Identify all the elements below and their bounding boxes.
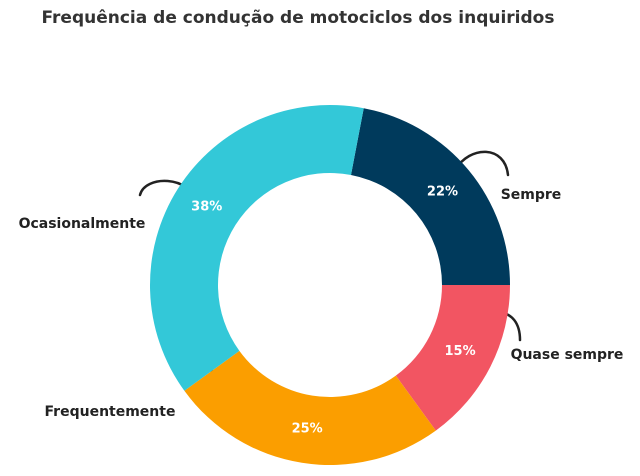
category-label: Sempre bbox=[501, 187, 562, 203]
donut-slice bbox=[184, 350, 436, 465]
donut-slice bbox=[395, 285, 510, 431]
value-label: 38% bbox=[191, 199, 222, 214]
chart-title: Frequência de condução de motociclos dos… bbox=[42, 8, 555, 28]
donut-slice bbox=[350, 108, 511, 285]
value-label: 15% bbox=[445, 344, 476, 359]
donut-slice bbox=[150, 105, 364, 391]
category-label: Ocasionalmente bbox=[19, 216, 146, 232]
value-label: 22% bbox=[427, 184, 458, 199]
category-label: Quase sempre bbox=[511, 347, 624, 363]
category-label: Frequentemente bbox=[45, 404, 176, 420]
value-label: 25% bbox=[292, 422, 323, 437]
